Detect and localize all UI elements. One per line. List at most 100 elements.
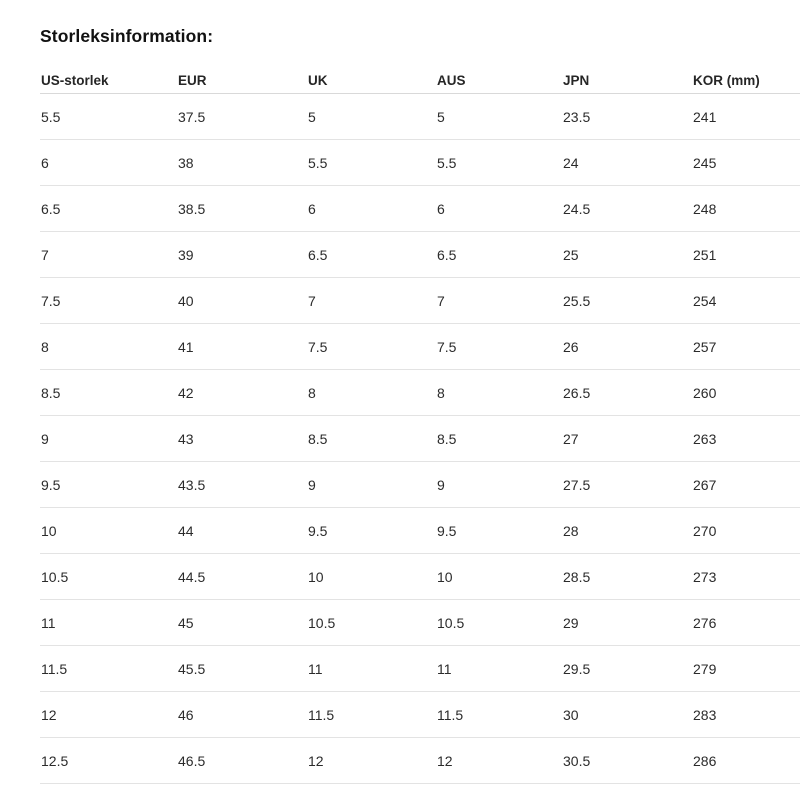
table-cell: 38.5 — [177, 185, 307, 232]
column-header-eur: EUR — [177, 69, 307, 94]
table-cell: 276 — [692, 599, 800, 646]
table-cell: 5 — [436, 93, 562, 140]
table-cell: 270 — [692, 507, 800, 554]
table-cell: 8.5 — [436, 415, 562, 462]
table-cell: 30 — [562, 691, 692, 738]
table-cell: 9.5 — [40, 461, 177, 508]
table-cell: 6.5 — [40, 185, 177, 232]
table-cell: 263 — [692, 415, 800, 462]
table-cell: 9 — [40, 415, 177, 462]
size-table-body: 5.5 37.5 5 5 23.5 241 6 38 5.5 5.5 24 245 6.5 38.5 6 6 2… — [40, 93, 800, 784]
table-cell: 283 — [692, 691, 800, 738]
table-cell: 46 — [177, 691, 307, 738]
table-cell: 25.5 — [562, 277, 692, 324]
table-cell: 6.5 — [307, 231, 436, 278]
table-cell: 267 — [692, 461, 800, 508]
table-cell: 248 — [692, 185, 800, 232]
table-cell: 44.5 — [177, 553, 307, 600]
table-cell: 28 — [562, 507, 692, 554]
table-cell: 45 — [177, 599, 307, 646]
table-cell: 273 — [692, 553, 800, 600]
table-cell: 245 — [692, 139, 800, 186]
table-cell: 26.5 — [562, 369, 692, 416]
table-cell: 29.5 — [562, 645, 692, 692]
table-cell: 10 — [436, 553, 562, 600]
table-cell: 30.5 — [562, 737, 692, 784]
table-cell: 5.5 — [307, 139, 436, 186]
table-cell: 9.5 — [307, 507, 436, 554]
column-header-us-storlek: US-storlek — [40, 69, 177, 94]
table-cell: 8.5 — [40, 369, 177, 416]
table-cell: 6 — [307, 185, 436, 232]
table-cell: 10.5 — [307, 599, 436, 646]
table-cell: 8.5 — [307, 415, 436, 462]
table-cell: 42 — [177, 369, 307, 416]
table-cell: 12 — [436, 737, 562, 784]
table-cell: 5 — [307, 93, 436, 140]
table-cell: 46.5 — [177, 737, 307, 784]
table-row: 12 46 11.5 11.5 30 283 — [40, 691, 800, 738]
table-cell: 10.5 — [436, 599, 562, 646]
table-row: 5.5 37.5 5 5 23.5 241 — [40, 93, 800, 140]
table-cell: 8 — [40, 323, 177, 370]
column-header-kor-mm: KOR (mm) — [692, 69, 800, 94]
table-cell: 11 — [307, 645, 436, 692]
table-row: 8 41 7.5 7.5 26 257 — [40, 323, 800, 370]
table-row: 7.5 40 7 7 25.5 254 — [40, 277, 800, 324]
table-cell: 44 — [177, 507, 307, 554]
table-cell: 7 — [40, 231, 177, 278]
table-cell: 10 — [307, 553, 436, 600]
table-row: 10.5 44.5 10 10 28.5 273 — [40, 553, 800, 600]
column-header-uk: UK — [307, 69, 436, 94]
table-cell: 8 — [436, 369, 562, 416]
table-cell: 27 — [562, 415, 692, 462]
table-cell: 9.5 — [436, 507, 562, 554]
table-cell: 7.5 — [436, 323, 562, 370]
table-cell: 25 — [562, 231, 692, 278]
table-cell: 11.5 — [436, 691, 562, 738]
table-cell: 9 — [436, 461, 562, 508]
header-row: US-storlek EUR UK AUS JPN KOR (mm) — [40, 69, 800, 94]
table-cell: 23.5 — [562, 93, 692, 140]
table-row: 8.5 42 8 8 26.5 260 — [40, 369, 800, 416]
table-cell: 27.5 — [562, 461, 692, 508]
table-cell: 7 — [436, 277, 562, 324]
table-cell: 279 — [692, 645, 800, 692]
table-cell: 286 — [692, 737, 800, 784]
table-cell: 24.5 — [562, 185, 692, 232]
table-cell: 6 — [436, 185, 562, 232]
table-cell: 43.5 — [177, 461, 307, 508]
table-cell: 10 — [40, 507, 177, 554]
table-cell: 41 — [177, 323, 307, 370]
table-cell: 38 — [177, 139, 307, 186]
size-table: US-storlek EUR UK AUS JPN KOR (mm) 5.5 37.5 5 5 2… — [40, 69, 800, 784]
column-header-jpn: JPN — [562, 69, 692, 94]
table-cell: 37.5 — [177, 93, 307, 140]
table-cell: 251 — [692, 231, 800, 278]
table-cell: 5.5 — [436, 139, 562, 186]
table-cell: 11.5 — [307, 691, 436, 738]
table-cell: 11.5 — [40, 645, 177, 692]
table-cell: 12 — [307, 737, 436, 784]
table-cell: 28.5 — [562, 553, 692, 600]
table-row: 7 39 6.5 6.5 25 251 — [40, 231, 800, 278]
table-cell: 12.5 — [40, 737, 177, 784]
table-row: 9 43 8.5 8.5 27 263 — [40, 415, 800, 462]
table-cell: 7.5 — [307, 323, 436, 370]
table-cell: 5.5 — [40, 93, 177, 140]
table-cell: 29 — [562, 599, 692, 646]
table-cell: 6.5 — [436, 231, 562, 278]
table-row: 12.5 46.5 12 12 30.5 286 — [40, 737, 800, 784]
table-cell: 45.5 — [177, 645, 307, 692]
table-cell: 6 — [40, 139, 177, 186]
table-cell: 26 — [562, 323, 692, 370]
table-cell: 24 — [562, 139, 692, 186]
table-row: 11 45 10.5 10.5 29 276 — [40, 599, 800, 646]
table-cell: 7.5 — [40, 277, 177, 324]
table-cell: 254 — [692, 277, 800, 324]
table-cell: 8 — [307, 369, 436, 416]
table-cell: 260 — [692, 369, 800, 416]
table-cell: 43 — [177, 415, 307, 462]
table-cell: 257 — [692, 323, 800, 370]
